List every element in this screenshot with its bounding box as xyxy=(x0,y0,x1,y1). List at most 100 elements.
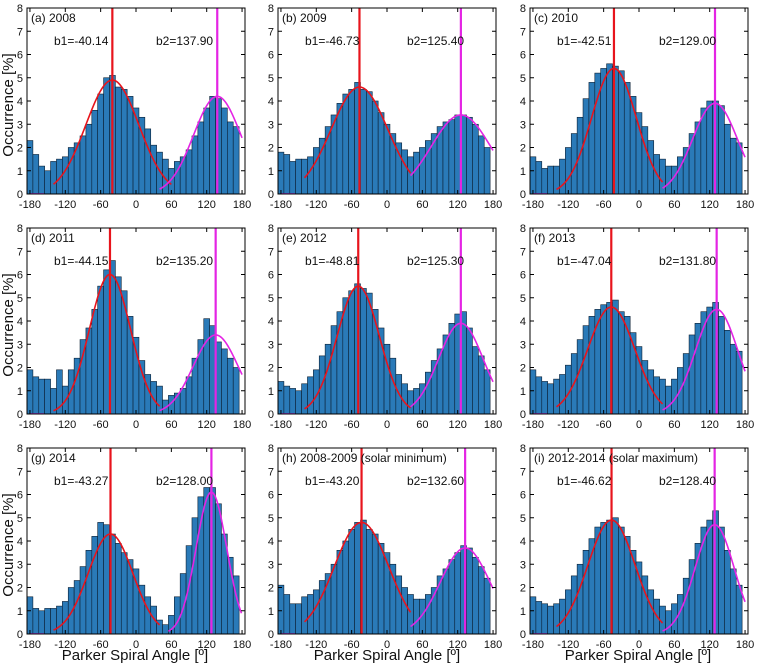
x-tick-label: 120 xyxy=(198,639,216,651)
y-tick-label: 2 xyxy=(268,363,274,375)
fit-curve-b1 xyxy=(556,519,664,628)
y-tick-label: 2 xyxy=(268,143,274,155)
y-axis-title-row-1: Occurrence [%] xyxy=(0,53,17,156)
y-tick-label: 3 xyxy=(17,559,23,571)
bar xyxy=(588,82,596,195)
x-tick-label: 0 xyxy=(133,639,139,651)
y-tick-label: 1 xyxy=(520,386,526,398)
bar xyxy=(718,526,725,635)
b2-value-label: b2=135.20 xyxy=(156,254,213,268)
x-tick-label: 180 xyxy=(233,419,251,431)
bar xyxy=(466,327,473,415)
x-tick-label: -60 xyxy=(596,419,612,431)
y-tick-label: 7 xyxy=(520,26,526,38)
y-tick-label: 7 xyxy=(520,246,526,258)
bar xyxy=(565,147,572,195)
y-tick-label: 4 xyxy=(268,316,274,328)
panel-label: (a) 2008 xyxy=(31,11,76,25)
y-tick-label: 1 xyxy=(520,166,526,178)
bar xyxy=(26,140,34,195)
y-tick-label: 7 xyxy=(17,26,23,38)
bar xyxy=(283,154,291,195)
bar xyxy=(215,503,222,635)
y-tick-label: 8 xyxy=(268,3,274,15)
fit-curve-b1 xyxy=(303,86,412,179)
x-tick-label: 60 xyxy=(416,639,428,651)
x-tick-label: -60 xyxy=(344,199,360,211)
fit-curve-b1 xyxy=(303,521,412,623)
y-tick-label: 1 xyxy=(520,606,526,618)
bar xyxy=(559,598,566,635)
bar-series xyxy=(26,260,240,415)
bar xyxy=(383,123,391,195)
bar-series xyxy=(26,487,240,635)
bar xyxy=(56,605,63,635)
b1-value-label: b1=-46.62 xyxy=(557,474,612,488)
b1-value-label: b1=-40.14 xyxy=(54,34,109,48)
bar xyxy=(541,381,548,415)
bar xyxy=(50,161,57,195)
bar xyxy=(383,552,391,635)
bar-series xyxy=(26,75,240,195)
bar xyxy=(730,137,737,195)
bar xyxy=(307,156,314,195)
bar xyxy=(232,367,240,415)
bar xyxy=(342,93,349,195)
fit-curve-b1 xyxy=(556,67,664,191)
bar xyxy=(79,135,87,195)
bar xyxy=(277,151,285,195)
x-tick-label: 60 xyxy=(668,199,680,211)
x-tick-label: 120 xyxy=(701,639,719,651)
bar xyxy=(483,147,491,195)
bar-series xyxy=(529,299,743,415)
x-tick-label: -60 xyxy=(596,199,612,211)
y-tick-label: 5 xyxy=(520,293,526,305)
bar xyxy=(185,545,193,635)
histogram-panel-2: -180 -120 -60 0 60 120 180 0 1 2 3 4 5 6 7 8 (b) 2009 b1=… xyxy=(268,3,502,211)
bar xyxy=(38,165,45,195)
bar-series xyxy=(529,63,743,195)
bar xyxy=(466,116,473,195)
b1-value-label: b1=-43.20 xyxy=(305,474,360,488)
bar xyxy=(307,376,314,415)
bar xyxy=(371,100,379,195)
bar xyxy=(553,165,560,195)
y-tick-label: 3 xyxy=(268,119,274,131)
panel-label: (b) 2009 xyxy=(282,11,327,25)
bar xyxy=(436,575,444,635)
panel-label: (h) 2008-2009 (solar minimum) xyxy=(282,451,447,465)
x-tick-label: 0 xyxy=(384,419,390,431)
fit-curve-b2 xyxy=(662,523,746,632)
bar xyxy=(735,142,743,195)
y-tick-label: 2 xyxy=(268,583,274,595)
bar xyxy=(144,128,152,195)
bar xyxy=(348,89,355,195)
y-tick-label: 4 xyxy=(17,96,23,108)
bar xyxy=(700,526,708,635)
x-tick-label: -60 xyxy=(93,639,109,651)
y-tick-label: 5 xyxy=(268,73,274,85)
bar xyxy=(478,135,485,195)
y-tick-label: 8 xyxy=(17,223,23,235)
x-tick-label: -180 xyxy=(270,419,292,431)
y-tick-label: 5 xyxy=(520,513,526,525)
x-tick-label: 180 xyxy=(484,639,502,651)
y-tick-label: 0 xyxy=(268,189,274,201)
bar xyxy=(103,77,110,195)
x-tick-label: 60 xyxy=(165,639,177,651)
bar xyxy=(576,563,584,635)
bar xyxy=(144,374,152,415)
y-tick-label: 8 xyxy=(520,443,526,455)
y-tick-label: 8 xyxy=(268,223,274,235)
bar xyxy=(688,334,696,415)
y-tick-label: 3 xyxy=(268,559,274,571)
bar xyxy=(366,529,373,635)
y-tick-label: 6 xyxy=(520,50,526,62)
bar xyxy=(612,517,619,635)
b1-value-label: b1=-46.73 xyxy=(305,34,360,48)
bar xyxy=(377,543,385,635)
x-axis-title-col-1: Parker Spiral Angle [º] xyxy=(62,647,208,664)
bar-series xyxy=(529,510,743,635)
bar xyxy=(472,123,479,195)
fit-curve-b2 xyxy=(159,334,243,412)
